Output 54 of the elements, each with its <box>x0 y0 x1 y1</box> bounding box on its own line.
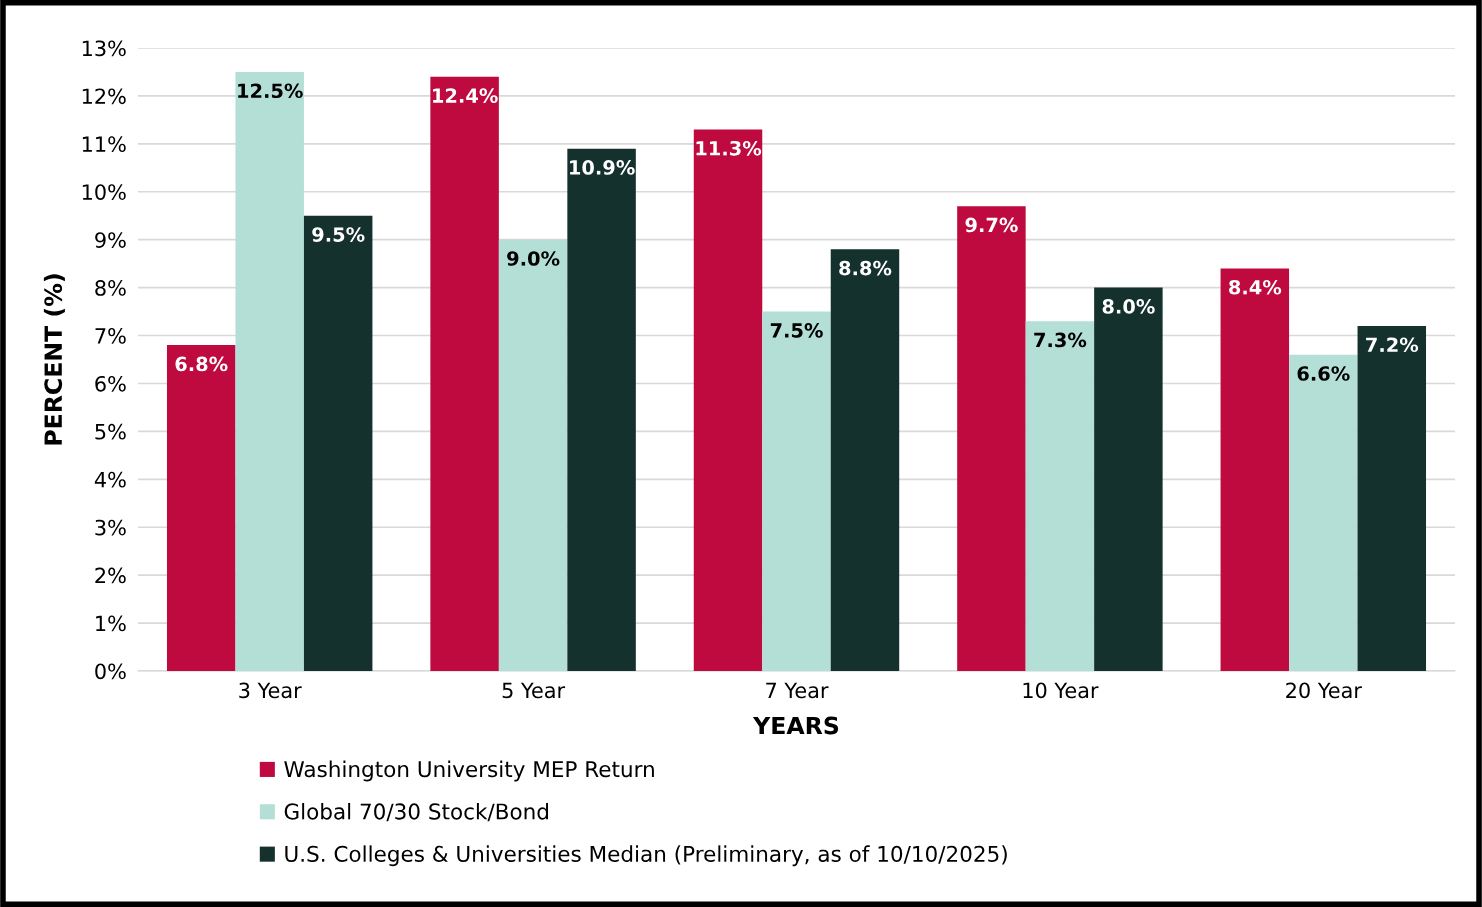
bar <box>430 76 499 671</box>
bar <box>1025 321 1095 671</box>
legend-label: U.S. Colleges & Universities Median (Preliminary, as of 10/10/2025) <box>285 845 1007 867</box>
y-tick-label: 3% <box>95 519 126 536</box>
y-tick-label: 8% <box>95 280 126 296</box>
data-label: 7.5% <box>770 323 823 338</box>
y-tick-label: 6% <box>95 375 126 392</box>
y-tick-label: 0% <box>95 663 126 680</box>
y-tick-label: 9% <box>95 232 126 248</box>
bar <box>303 215 373 671</box>
y-axis-title: PERCENT (%) <box>43 274 65 445</box>
bar <box>235 71 304 671</box>
y-tick-label: 2% <box>95 567 126 584</box>
x-tick-label: 3 Year <box>239 682 302 699</box>
data-label: 8.4% <box>1229 279 1282 295</box>
data-label: 7.2% <box>1366 337 1419 353</box>
y-tick-label: 4% <box>94 471 126 488</box>
data-label: 11.3% <box>696 140 762 156</box>
bar <box>762 311 831 671</box>
bar <box>1220 268 1290 671</box>
data-label: 9.5% <box>312 227 365 242</box>
y-tick-label: 1% <box>96 615 126 632</box>
x-tick-label: 20 Year <box>1286 682 1362 699</box>
data-label: 10.9% <box>570 160 635 175</box>
x-tick-label: 5 Year <box>502 682 566 699</box>
data-label: 9.0% <box>507 251 560 266</box>
y-tick-label: 5% <box>95 423 126 440</box>
x-tick-label: 7 Year <box>766 682 829 699</box>
y-tick-label: 13% <box>82 40 126 57</box>
data-label: 6.8% <box>175 356 228 372</box>
y-tick-label: 7% <box>95 327 126 344</box>
data-label: 7.3% <box>1034 332 1087 348</box>
bar <box>1289 354 1358 671</box>
bar <box>498 239 568 671</box>
bar <box>957 206 1026 671</box>
bar <box>567 148 636 671</box>
legend-label: Washington University MEP Return <box>284 760 654 782</box>
x-tick-label: 10 Year <box>1023 682 1099 699</box>
data-label: 9.7% <box>965 217 1018 233</box>
bar <box>693 129 763 671</box>
data-label: 8.8% <box>839 260 892 276</box>
data-label: 12.5% <box>238 83 303 99</box>
legend-label: Global 70/30 Stock/Bond <box>284 802 548 822</box>
y-tick-label: 12% <box>82 88 126 105</box>
x-axis-title: YEARS <box>752 716 839 735</box>
bar <box>166 345 236 671</box>
data-label: 6.6% <box>1297 366 1350 381</box>
y-tick-label: 11% <box>82 136 126 153</box>
data-label: 12.4% <box>433 88 498 103</box>
data-label: 8.0% <box>1102 299 1155 314</box>
y-tick-label: 10% <box>82 184 126 200</box>
bar <box>1094 287 1163 671</box>
bar <box>1357 325 1427 671</box>
bar <box>830 249 900 671</box>
